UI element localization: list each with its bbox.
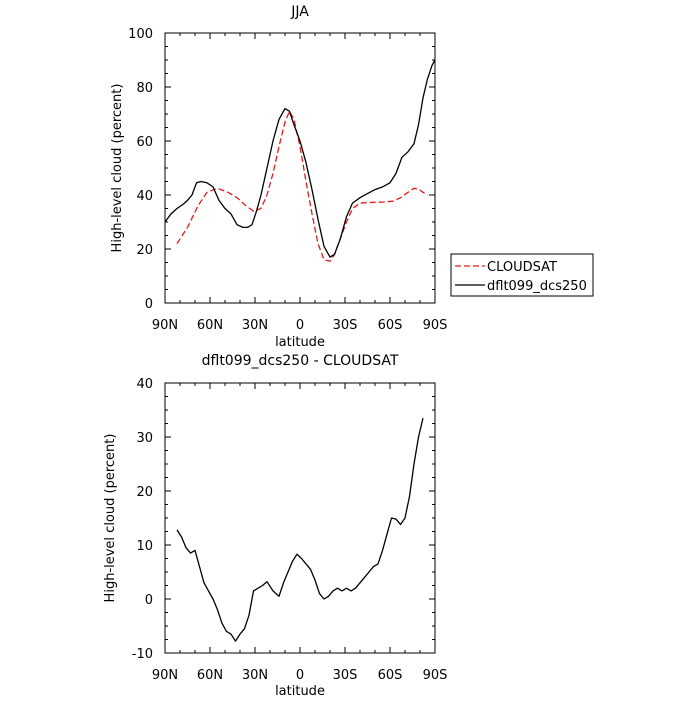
- legend: CLOUDSAT dflt099_dcs250: [450, 253, 594, 297]
- bottom-panel-series: [176, 417, 424, 642]
- bottom-panel-xlabel: latitude: [275, 684, 325, 699]
- legend-box: [450, 253, 594, 297]
- x-tick-label: 90N: [152, 668, 178, 683]
- bottom-panel-ylabel: High-level cloud (percent): [103, 434, 118, 603]
- top-panel-ylabel: High-level cloud (percent): [110, 84, 125, 253]
- y-tick-label: 20: [136, 243, 153, 258]
- legend-label-cloudsat: CLOUDSAT: [487, 260, 557, 275]
- y-tick-label: 40: [136, 189, 153, 204]
- bottom-panel-ticks: 90N 60N 30N 0 30S 60S 90S -10 0 10 20 30 40: [132, 377, 448, 683]
- x-tick-label: 0: [296, 668, 304, 683]
- x-tick-label: 60S: [378, 318, 403, 333]
- top-panel-series: [164, 59, 436, 262]
- x-tick-label: 90S: [423, 668, 448, 683]
- x-tick-label: 30S: [333, 668, 358, 683]
- y-tick-label: 40: [136, 377, 153, 392]
- series-line-1: [164, 59, 436, 258]
- top-panel-xlabel: latitude: [275, 335, 325, 350]
- x-tick-label: 30N: [242, 318, 268, 333]
- y-tick-label: 60: [136, 135, 153, 150]
- y-tick-label: -10: [132, 647, 153, 662]
- y-tick-label: 30: [136, 431, 153, 446]
- y-tick-label: 80: [136, 81, 153, 96]
- x-tick-label: 30S: [333, 318, 358, 333]
- top-panel-title: JJA: [290, 4, 309, 20]
- legend-label-dflt099-dcs250: dflt099_dcs250: [487, 279, 587, 294]
- x-tick-label: 0: [296, 318, 304, 333]
- series-line-0: [176, 417, 424, 642]
- x-tick-label: 60N: [197, 668, 223, 683]
- x-tick-label: 90N: [152, 318, 178, 333]
- y-tick-label: 20: [136, 485, 153, 500]
- y-tick-label: 0: [145, 593, 153, 608]
- y-tick-label: 0: [145, 297, 153, 312]
- y-tick-label: 100: [128, 27, 153, 42]
- top-panel-frame: [164, 32, 436, 304]
- x-tick-label: 60S: [378, 668, 403, 683]
- x-tick-label: 90S: [423, 318, 448, 333]
- top-panel: JJA 90N 60N 30N 0 30S 60S 90S 0 20 40 60 80 100 lati…: [110, 4, 447, 350]
- bottom-panel: dflt099_dcs250 - CLOUDSAT 90N 60N 30N 0 30S 6…: [103, 353, 447, 699]
- top-panel-ticks: 90N 60N 30N 0 30S 60S 90S 0 20 40 60 80 100: [128, 27, 447, 333]
- y-tick-label: 10: [136, 539, 153, 554]
- series-line-0: [176, 110, 428, 262]
- bottom-panel-frame: [164, 382, 436, 654]
- x-tick-label: 60N: [197, 318, 223, 333]
- x-tick-label: 30N: [242, 668, 268, 683]
- bottom-panel-title: dflt099_dcs250 - CLOUDSAT: [202, 353, 399, 369]
